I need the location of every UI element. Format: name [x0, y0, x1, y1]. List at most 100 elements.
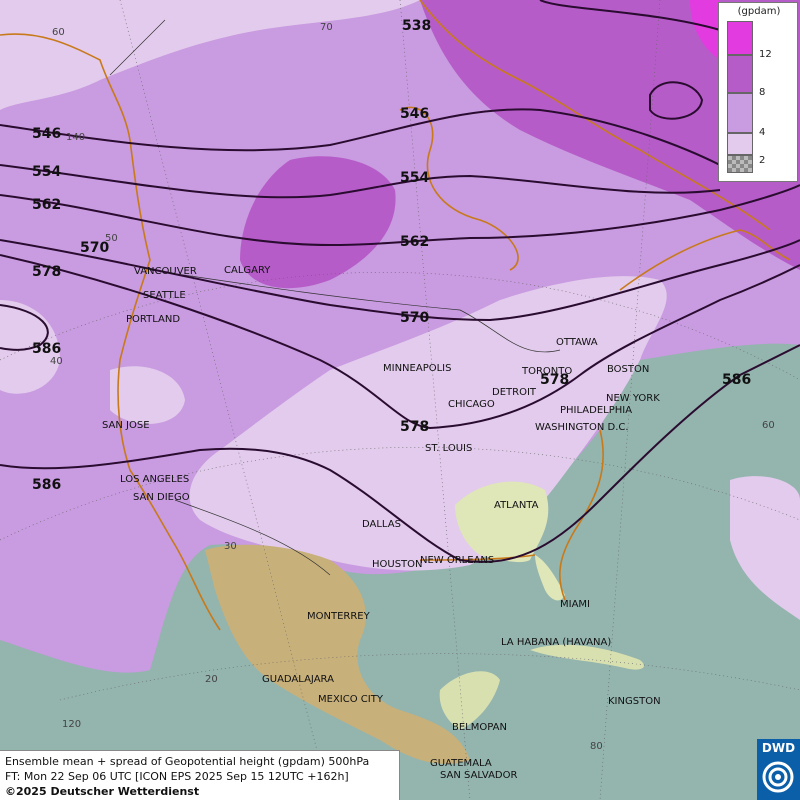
city-label: SAN DIEGO: [133, 492, 190, 503]
legend-swatch-4: [727, 93, 753, 133]
city-labels: VANCOUVER CALGARY SEATTLE PORTLAND MINNE…: [102, 265, 661, 781]
contour-label: 578: [400, 419, 429, 435]
contour-label: 578: [32, 264, 61, 280]
graticule-label: 120: [62, 719, 81, 730]
contour-low-loop: [649, 81, 704, 120]
contour-label: 546: [400, 106, 429, 122]
spread-low-usa: [189, 276, 667, 571]
contour-label: 554: [400, 170, 429, 186]
legend-swatch-8: [727, 55, 753, 93]
contour-label: 562: [400, 234, 429, 250]
legend-tick: 12: [759, 49, 772, 60]
legend-tick: 8: [759, 87, 766, 98]
spread-legend: (gpdam) 12 8 4 2: [718, 2, 798, 182]
contour-lines: [0, 0, 800, 563]
city-label: GUADALAJARA: [262, 674, 334, 685]
contour-586: [0, 344, 800, 563]
contour-label: 586: [32, 341, 61, 357]
city-label: BOSTON: [607, 364, 649, 375]
legend-tick: 2: [759, 155, 766, 166]
city-label: LOS ANGELES: [120, 474, 189, 485]
spread-high-greenland: [690, 0, 720, 60]
terrain-southeast: [455, 481, 549, 563]
terrain-mexico: [205, 544, 470, 764]
city-label: PHILADELPHIA: [560, 405, 632, 416]
dwd-swirl-icon: [762, 761, 794, 793]
caption-line-1: Ensemble mean + spread of Geopotential h…: [5, 755, 370, 768]
city-label: MONTERREY: [307, 611, 371, 622]
contour-586-west: [0, 304, 49, 351]
city-label: SEATTLE: [143, 290, 186, 301]
city-label: CALGARY: [224, 265, 271, 276]
city-label: SAN JOSE: [102, 420, 150, 431]
city-label: WASHINGTON D.C.: [535, 422, 629, 433]
spread-low-atlantic: [730, 476, 800, 620]
city-label: LA HABANA (HAVANA): [501, 637, 611, 648]
city-label: MEXICO CITY: [318, 694, 384, 705]
contour-labels: 538 546 546 554 554 562 562 570 570 578 …: [32, 18, 751, 493]
city-label: MINNEAPOLIS: [383, 363, 451, 374]
contour-546: [0, 108, 721, 166]
legend-tick: 4: [759, 127, 766, 138]
borders: [109, 19, 561, 576]
graticule-label: 30: [224, 541, 237, 552]
ocean-area: [0, 343, 800, 800]
city-label: OTTAWA: [556, 337, 598, 348]
contour-578: [0, 254, 800, 430]
spread-medium-north: [420, 0, 800, 270]
contour-554: [0, 164, 721, 199]
dwd-logo: DWD: [757, 739, 800, 800]
graticule-label: 50: [105, 233, 118, 244]
graticule-label: 40: [50, 356, 63, 367]
legend-swatch-2: [727, 133, 753, 155]
city-label: NEW ORLEANS: [420, 555, 494, 566]
city-label: DETROIT: [492, 387, 537, 398]
contour-label: 554: [32, 164, 61, 180]
contour-label: 578: [540, 372, 569, 388]
spread-low-ca: [110, 366, 185, 424]
legend-unit: (gpdam): [737, 6, 781, 17]
map-caption: Ensemble mean + spread of Geopotential h…: [0, 750, 400, 800]
city-label: MIAMI: [560, 599, 590, 610]
city-label: GUATEMALA: [430, 758, 492, 769]
contour-label: 586: [32, 477, 61, 493]
contour-562: [0, 184, 800, 247]
contour-label: 586: [722, 372, 751, 388]
city-label: NEW YORK: [606, 393, 660, 404]
city-label: ATLANTA: [494, 500, 539, 511]
dwd-logo-text: DWD: [761, 741, 796, 755]
graticule-labels: 70 60 140 50 40 60 30 20 120 80: [50, 22, 775, 752]
spread-medium-canada: [240, 156, 396, 289]
legend-swatch-checker: [727, 155, 753, 173]
city-label: SAN SALVADOR: [440, 770, 517, 781]
graticule-label: 70: [320, 22, 333, 33]
city-label: KINGSTON: [608, 696, 661, 707]
contour-538: [539, 0, 721, 31]
city-label: HOUSTON: [372, 559, 423, 570]
city-label: ST. LOUIS: [425, 443, 472, 454]
graticule-label: 60: [762, 420, 775, 431]
spread-low-north: [0, 0, 420, 110]
contour-570: [0, 239, 800, 322]
terrain-florida: [535, 555, 565, 601]
graticule-label: 140: [66, 132, 85, 143]
contour-label: 538: [402, 18, 431, 34]
city-label: PORTLAND: [126, 314, 180, 325]
copyright: ©2025 Deutscher Wetterdienst: [5, 785, 200, 798]
terrain-yucatan: [439, 671, 500, 730]
contour-label: 546: [32, 126, 61, 142]
legend-swatch-12: [727, 21, 753, 55]
city-label: TORONTO: [521, 366, 572, 377]
contour-label: 570: [400, 310, 429, 326]
city-label: VANCOUVER: [134, 266, 197, 277]
terrain-cuba: [530, 644, 645, 670]
contour-label: 570: [80, 240, 109, 256]
graticule-label: 60: [52, 27, 65, 38]
city-label: BELMOPAN: [452, 722, 507, 733]
graticule-label: 20: [205, 674, 218, 685]
graticule-label: 80: [590, 741, 603, 752]
city-label: CHICAGO: [448, 399, 495, 410]
contour-label: 562: [32, 197, 61, 213]
caption-line-2: FT: Mon 22 Sep 06 UTC [ICON EPS 2025 Sep…: [5, 770, 349, 783]
